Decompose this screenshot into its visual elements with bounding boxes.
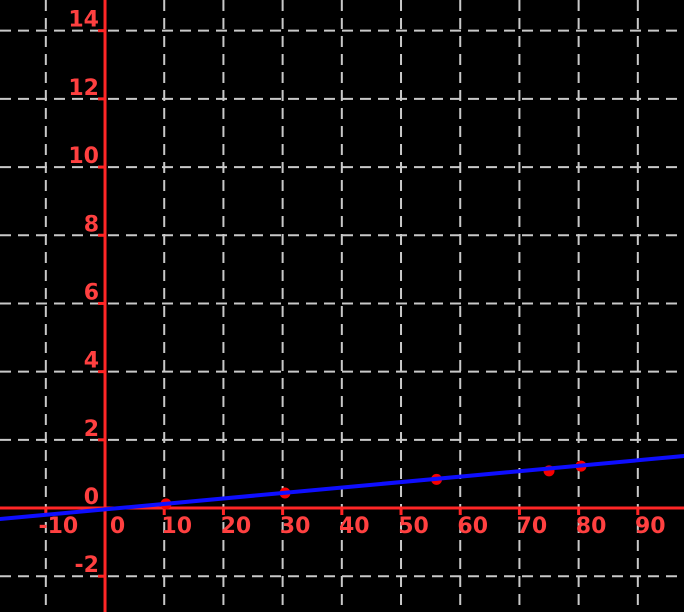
x-tick-label: 80 [576, 514, 607, 539]
y-tick-label: 10 [68, 144, 99, 169]
x-tick-label: 70 [517, 514, 548, 539]
y-tick-label: 2 [84, 417, 99, 442]
y-tick-label: 14 [68, 8, 99, 33]
x-tick-label: 20 [221, 514, 252, 539]
y-tick-label: 12 [68, 76, 99, 101]
x-tick-label: 90 [635, 514, 666, 539]
y-tick-label: 0 [84, 485, 99, 510]
y-tick-label: 8 [84, 212, 99, 237]
trend-line [0, 454, 684, 522]
y-tick-label: -2 [75, 553, 99, 578]
y-tick-label: 4 [84, 349, 99, 374]
x-tick-label: -10 [38, 514, 78, 539]
x-tick-label: 0 [110, 514, 125, 539]
x-tick-label: 40 [339, 514, 370, 539]
x-tick-label: 50 [398, 514, 429, 539]
x-tick-label: 10 [161, 514, 192, 539]
x-tick-label: 60 [457, 514, 488, 539]
x-tick-label: 30 [280, 514, 311, 539]
y-tick-label: 6 [84, 280, 99, 305]
